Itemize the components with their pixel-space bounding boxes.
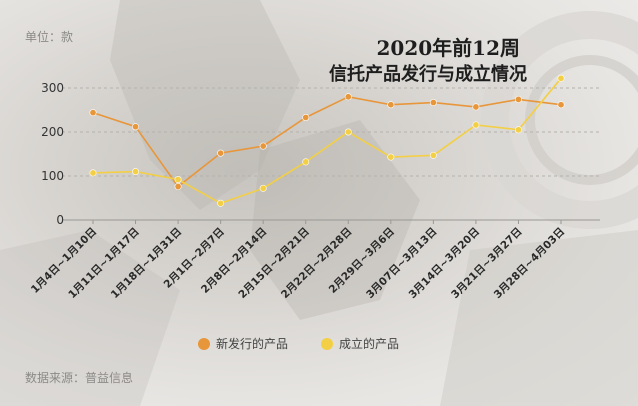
x-tick-label: 1月11日~1月17日 xyxy=(66,226,141,301)
x-tick-label: 3月14日~3月20日 xyxy=(407,226,482,301)
legend-label-issued: 新发行的产品 xyxy=(216,337,289,351)
series-0-point xyxy=(174,183,182,191)
series-1-point xyxy=(344,128,352,136)
legend-marker-established xyxy=(321,337,333,350)
series-1-point xyxy=(557,74,565,82)
y-tick-label: 0 xyxy=(56,213,64,227)
chart-title-line2: 信托产品发行与成立情况 xyxy=(329,64,527,85)
x-tick-label: 3月07日~3月13日 xyxy=(364,226,439,301)
legend-marker-issued xyxy=(198,337,210,350)
series-1-point xyxy=(302,158,310,166)
series-0-point xyxy=(472,103,480,111)
series-0-point xyxy=(387,101,395,109)
unit-label: 单位：款 xyxy=(25,30,74,44)
series-0-point xyxy=(132,123,140,131)
series-0-point xyxy=(302,113,310,121)
series-line-0 xyxy=(92,95,562,188)
legend-label-established: 成立的产品 xyxy=(339,337,400,351)
source-label: 数据来源：普益信息 xyxy=(25,371,134,385)
series-1-point xyxy=(472,121,480,129)
series-1-point xyxy=(514,126,522,134)
series-1-point xyxy=(89,169,97,177)
series-0-point xyxy=(429,99,437,107)
series-1-point xyxy=(429,151,437,159)
x-tick-label: 1月18日~1月31日 xyxy=(109,226,184,301)
series-0-point xyxy=(557,101,565,109)
series-0-point xyxy=(89,109,97,117)
y-tick-label: 100 xyxy=(41,169,64,183)
series-1-point xyxy=(174,176,182,184)
chart-title-line1: 2020年前12周 xyxy=(376,36,521,60)
series-1-point xyxy=(132,168,140,176)
series-1-point xyxy=(217,199,225,207)
series-0-point xyxy=(344,93,352,101)
x-tick-label: 3月21日~3月27日 xyxy=(449,226,524,301)
x-tick-label: 3月28日~4月03日 xyxy=(492,226,567,301)
series-line-1 xyxy=(92,77,562,205)
x-tick-label: 2月22日~2月28日 xyxy=(279,226,354,301)
series-1-point xyxy=(259,184,267,192)
x-tick-label: 2月15日~2月21日 xyxy=(236,226,311,301)
legend-item-established: 成立的产品 xyxy=(321,335,399,352)
y-tick-label: 200 xyxy=(41,125,64,139)
legend-item-issued: 新发行的产品 xyxy=(198,335,288,352)
series-0-point xyxy=(514,95,522,103)
series-0-point xyxy=(259,142,267,150)
series-0-point xyxy=(217,149,225,157)
y-tick-label: 300 xyxy=(41,81,64,95)
series-1-point xyxy=(387,153,395,161)
